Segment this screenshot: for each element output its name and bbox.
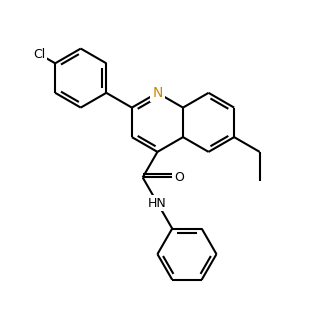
Text: N: N [152, 86, 163, 100]
Text: Cl: Cl [33, 48, 46, 61]
Text: HN: HN [148, 196, 167, 210]
Text: O: O [174, 171, 184, 184]
